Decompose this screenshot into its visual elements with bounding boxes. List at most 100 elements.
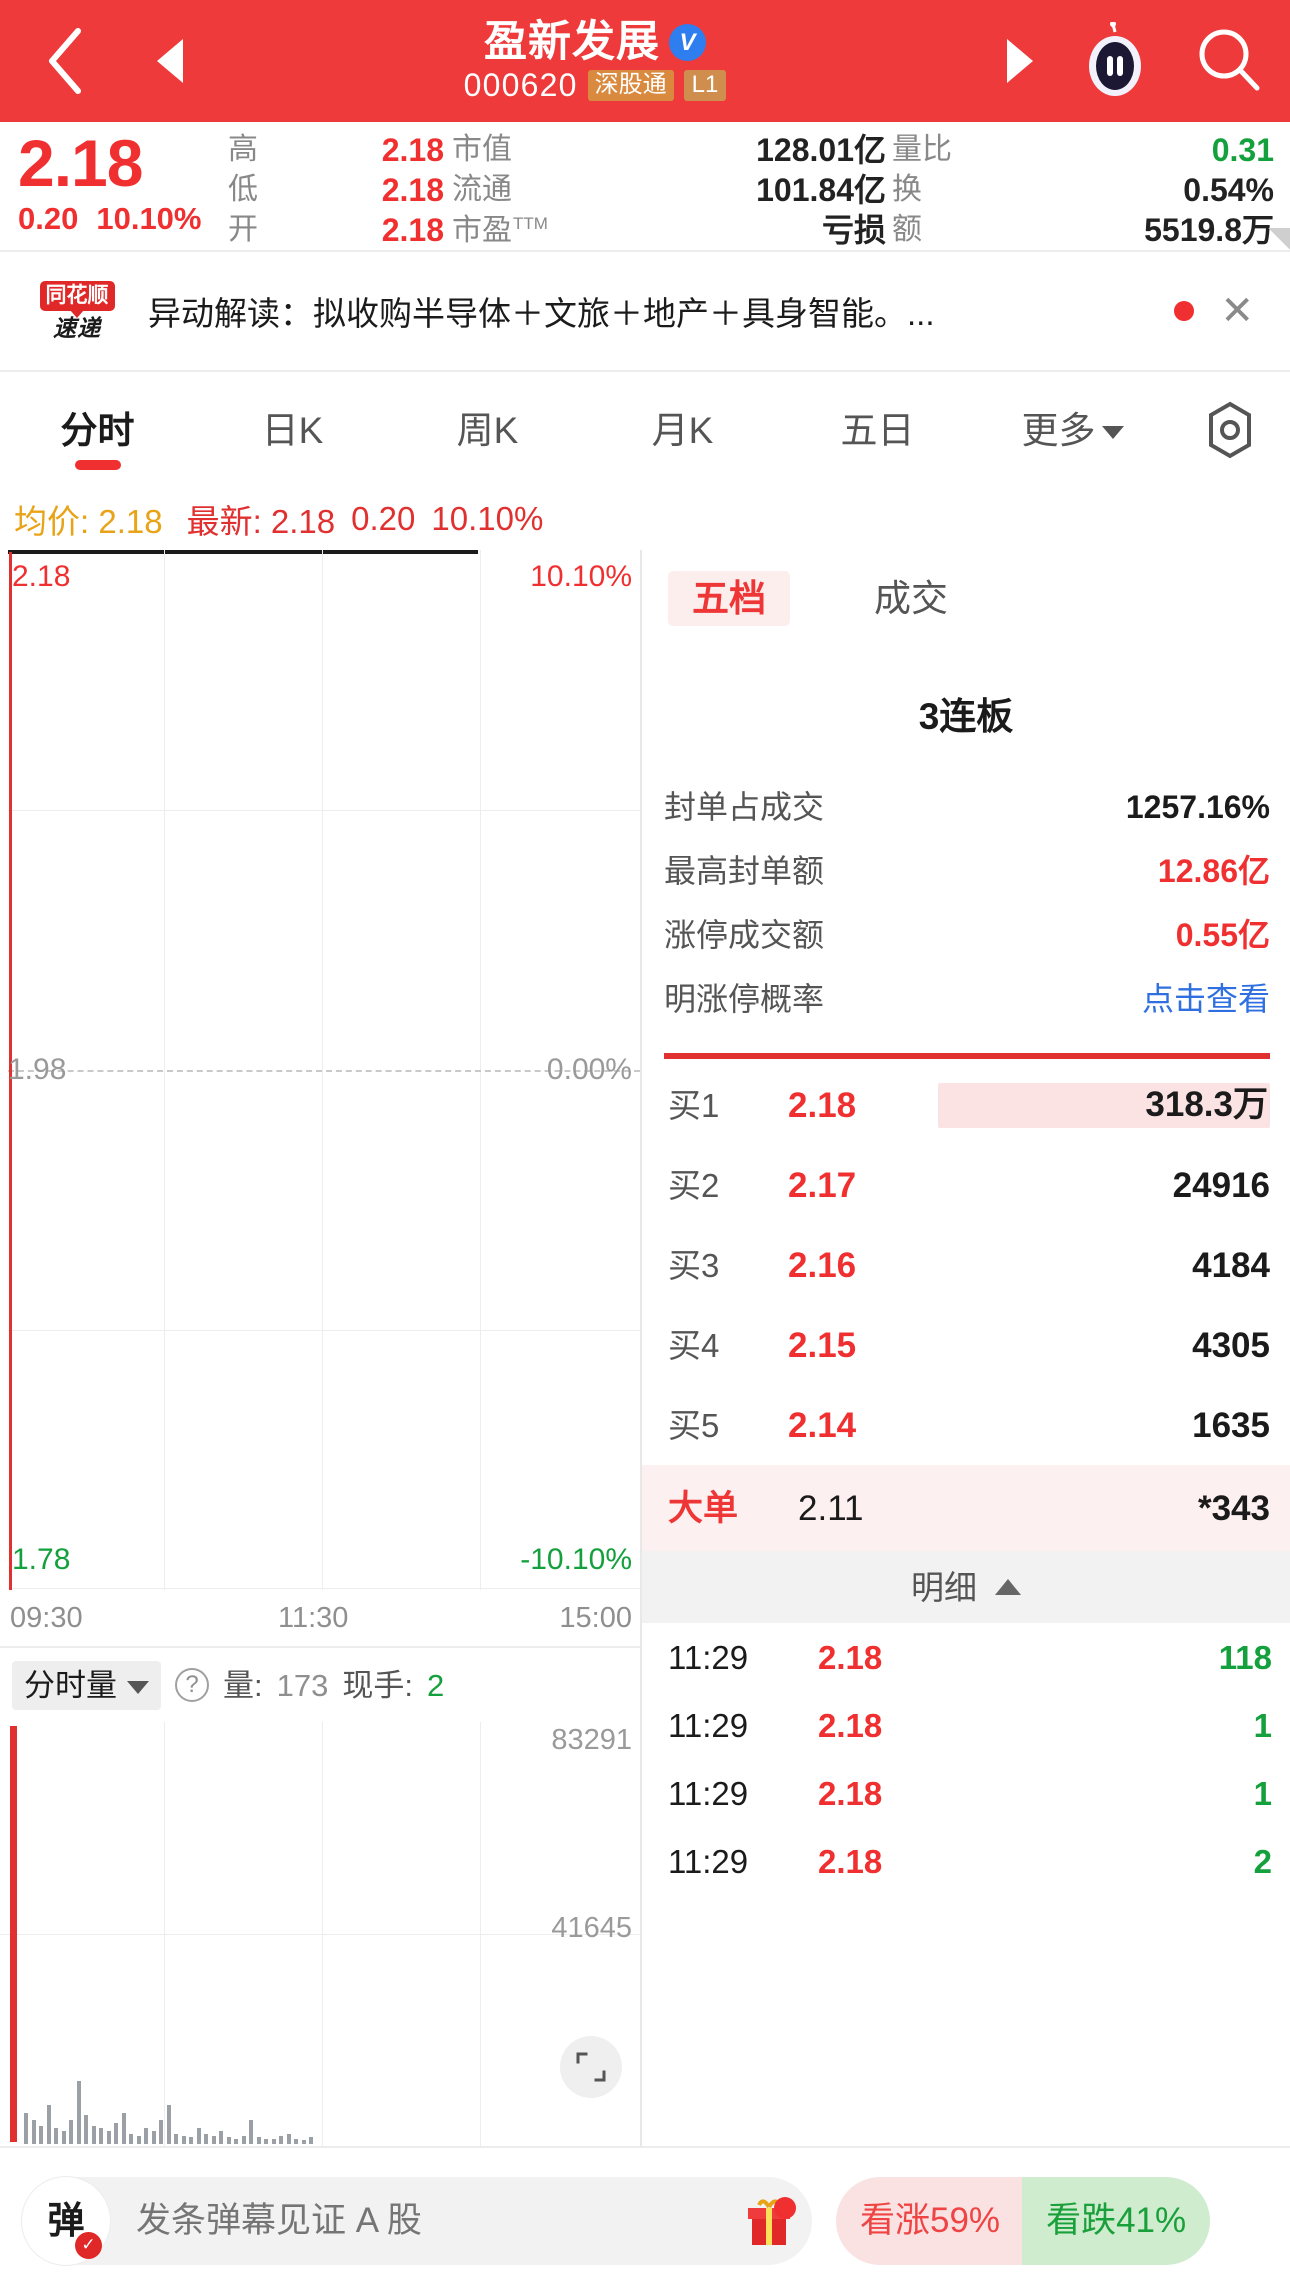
stat-label: 最高封单额	[664, 853, 825, 889]
tab-fenshi[interactable]: 分时	[0, 372, 195, 488]
tick-row[interactable]: 11:29 2.18 118	[642, 1623, 1290, 1691]
volume-indicator-selector[interactable]: 分时量	[12, 1660, 161, 1710]
stat-value: 0.31	[1211, 132, 1274, 168]
tab-day-k[interactable]: 日K	[195, 372, 390, 488]
stat-value: 2.18	[381, 172, 444, 208]
limit-up-streak: 3连板	[918, 696, 1014, 737]
bid-row[interactable]: 买5 2.14 1635	[642, 1385, 1290, 1465]
ai-assistant-button[interactable]	[1060, 22, 1170, 100]
volume-bar	[129, 2133, 133, 2144]
bid-row[interactable]: 买2 2.17 24916	[642, 1145, 1290, 1225]
danmu-badge-icon[interactable]: 弹 ✓	[22, 2176, 110, 2265]
bid-list: 买1 2.18 318.3万 买2 2.17 24916 买3 2.16 418…	[642, 1065, 1290, 1465]
view-probability-link[interactable]: 点击查看	[1141, 981, 1270, 1017]
volume-bar	[181, 2136, 186, 2144]
bid-price: 2.16	[788, 1245, 857, 1285]
tick-row[interactable]: 11:29 2.18 2	[642, 1827, 1290, 1895]
quote-stat-row: 市值 128.01亿	[452, 130, 892, 170]
tick-row[interactable]: 11:29 2.18 1	[642, 1691, 1290, 1759]
expand-icon	[576, 2052, 606, 2082]
tab-week-k[interactable]: 周K	[390, 372, 585, 488]
danmu-input[interactable]	[110, 2200, 726, 2241]
tab-five-day[interactable]: 五日	[780, 372, 975, 488]
bid-row[interactable]: 买3 2.16 4184	[642, 1225, 1290, 1305]
tick-list: 11:29 2.18 118 11:29 2.18 1 11:29 2.18 1…	[642, 1623, 1290, 1895]
axis-price-high: 2.18	[12, 560, 71, 593]
limit-up-stats: 封单占成交 1257.16% 最高封单额 12.86亿 涨停成交额 0.55亿 …	[642, 775, 1290, 1031]
volume-bar	[24, 2112, 28, 2144]
quote-stat-row: 开 2.18	[228, 210, 452, 250]
volume-bar	[294, 2138, 298, 2144]
tab-label: 周K	[456, 409, 519, 451]
limit-up-line	[8, 550, 478, 554]
detail-header[interactable]: 明细	[642, 1551, 1290, 1623]
news-banner[interactable]: 同花顺 速递 异动解读：拟收购半导体＋文旅＋地产＋具身智能。... ✕	[0, 252, 1290, 370]
hand-value: 2	[426, 1667, 445, 1703]
search-button[interactable]	[1170, 24, 1290, 98]
intraday-price-chart[interactable]: 2.18 10.10% 1.98 0.00% 1.78 -10.10%	[0, 550, 640, 1590]
volume-bar	[309, 2137, 313, 2144]
axis-price-low: 1.78	[12, 1543, 71, 1576]
bullish-button[interactable]: 看涨59%	[836, 2176, 1025, 2265]
chart-gridline	[8, 810, 640, 811]
close-icon[interactable]: ✕	[1220, 289, 1254, 333]
tick-row[interactable]: 11:29 2.18 1	[642, 1759, 1290, 1827]
panel-tab-bar: 五档 成交	[642, 550, 1290, 646]
volume-axis-top: 83291	[551, 1724, 632, 1756]
volume-bar	[31, 2120, 36, 2144]
back-button[interactable]	[0, 0, 130, 122]
volume-bar	[54, 2128, 58, 2144]
chart-settings-button[interactable]	[1170, 399, 1290, 461]
volume-bar	[99, 2128, 103, 2144]
big-order-row[interactable]: 大单 2.11 *343	[642, 1465, 1290, 1551]
prev-stock-button[interactable]	[130, 39, 210, 83]
stat-label: 开	[228, 213, 258, 246]
bearish-button[interactable]: 看跌41%	[1022, 2176, 1211, 2265]
legend-change-pct: 10.10%	[431, 500, 544, 537]
danmu-input-wrap[interactable]: 弹 ✓	[22, 2176, 812, 2265]
question-icon[interactable]: ?	[175, 1668, 209, 1702]
expand-quote-corner[interactable]	[1268, 228, 1290, 250]
bid-price: 2.14	[788, 1405, 857, 1445]
price-series-line	[9, 552, 12, 1590]
gift-button[interactable]	[726, 2193, 812, 2249]
zero-reference-line	[8, 1070, 640, 1072]
volume-bar	[301, 2140, 306, 2144]
tab-five-level[interactable]: 五档	[668, 570, 790, 626]
volume-bar	[234, 2138, 238, 2144]
selector-label: 分时量	[24, 1667, 117, 1703]
bid-row[interactable]: 买4 2.15 4305	[642, 1305, 1290, 1385]
divider	[0, 250, 1290, 252]
stat-value: 2.18	[381, 132, 444, 168]
chevron-down-icon	[127, 1681, 149, 1694]
big-order-qty: *343	[1197, 1488, 1270, 1528]
tab-transactions[interactable]: 成交	[874, 577, 948, 619]
bid-qty: 4184	[1192, 1245, 1270, 1285]
volume-bar-open	[10, 1726, 17, 2142]
stock-name: 盈新发展	[484, 18, 660, 66]
next-stock-button[interactable]	[980, 39, 1060, 83]
detail-label: 明细	[911, 1568, 977, 1606]
time-tick-mid: 11:30	[278, 1602, 349, 1634]
volume-bar	[204, 2133, 208, 2144]
stat-label: 涨停成交额	[664, 917, 825, 953]
bid-row[interactable]: 买1 2.18 318.3万	[642, 1065, 1290, 1145]
danmu-char: 弹	[47, 2200, 85, 2241]
volume-bar	[151, 2130, 156, 2144]
quote-col-3: 量比 0.31 换 0.54% 额 5519.8万	[892, 130, 1290, 250]
quote-panel[interactable]: 2.18 0.20 10.10% 高 2.18 低 2.18 开 2.18 市值 128…	[0, 122, 1290, 250]
quote-stat-row: 低 2.18	[228, 170, 452, 210]
chart-gridline	[8, 1330, 640, 1331]
chevron-left-icon	[49, 28, 81, 94]
news-headline[interactable]: 异动解读：拟收购半导体＋文旅＋地产＋具身智能。...	[148, 295, 935, 332]
tick-time: 11:29	[668, 1638, 749, 1676]
tab-more[interactable]: 更多	[975, 372, 1170, 488]
chart-tab-bar: 分时 日K 周K 月K 五日 更多	[0, 372, 1290, 488]
volume-bar	[69, 2120, 73, 2144]
tab-month-k[interactable]: 月K	[585, 372, 780, 488]
stat-label: 市盈	[452, 213, 512, 247]
volume-chart[interactable]: 83291 41645	[0, 1722, 640, 2146]
expand-chart-button[interactable]	[560, 2036, 622, 2098]
bid-price: 2.17	[788, 1165, 857, 1205]
volume-bar	[226, 2137, 231, 2144]
